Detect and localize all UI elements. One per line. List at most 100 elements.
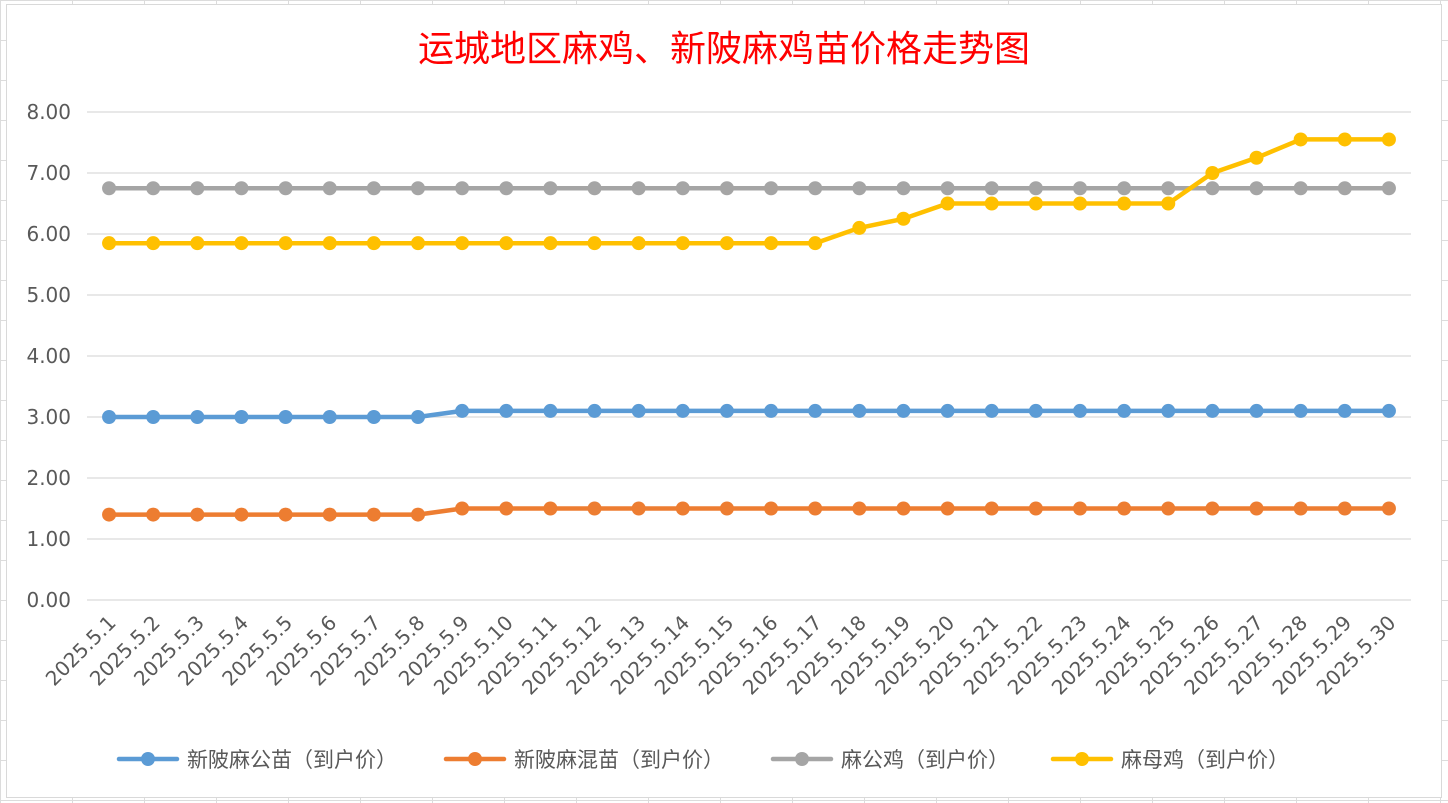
data-point[interactable] — [322, 236, 337, 251]
data-point[interactable] — [896, 403, 911, 418]
data-point[interactable] — [1293, 181, 1308, 196]
data-point[interactable] — [896, 211, 911, 226]
data-point[interactable] — [1337, 501, 1352, 516]
data-point[interactable] — [1381, 181, 1396, 196]
data-point[interactable] — [808, 181, 823, 196]
data-point[interactable] — [1249, 181, 1264, 196]
data-point[interactable] — [190, 410, 205, 424]
data-point[interactable] — [146, 507, 161, 522]
data-point[interactable] — [808, 236, 823, 251]
data-point[interactable] — [190, 236, 205, 251]
legend[interactable]: 新陂麻公苗（到户价） 新陂麻混苗（到户价） 麻公鸡（到户价） 麻母鸡（到户价） — [116, 748, 1289, 772]
data-point[interactable] — [1161, 501, 1176, 516]
data-point[interactable] — [411, 507, 425, 522]
data-point[interactable] — [1293, 403, 1308, 418]
data-point[interactable] — [1117, 501, 1132, 516]
data-point[interactable] — [631, 236, 646, 251]
data-point[interactable] — [984, 403, 999, 418]
data-point[interactable] — [278, 236, 293, 251]
data-point[interactable] — [278, 507, 293, 522]
data-point[interactable] — [852, 181, 867, 196]
data-point[interactable] — [764, 403, 779, 418]
data-point[interactable] — [411, 181, 425, 196]
data-point[interactable] — [455, 501, 470, 516]
data-point[interactable] — [102, 181, 117, 196]
data-point[interactable] — [764, 236, 779, 251]
data-point[interactable] — [1381, 132, 1396, 147]
data-point[interactable] — [102, 236, 117, 251]
data-point[interactable] — [1117, 196, 1132, 211]
data-point[interactable] — [719, 181, 734, 196]
data-point[interactable] — [278, 410, 293, 424]
legend-item[interactable]: 新陂麻混苗（到户价） — [443, 748, 724, 772]
data-point[interactable] — [1161, 403, 1176, 418]
data-point[interactable] — [587, 181, 602, 196]
data-point[interactable] — [764, 181, 779, 196]
data-point[interactable] — [719, 403, 734, 418]
data-point[interactable] — [1205, 403, 1220, 418]
data-point[interactable] — [940, 501, 955, 516]
data-point[interactable] — [455, 236, 470, 251]
data-point[interactable] — [587, 501, 602, 516]
data-point[interactable] — [543, 236, 558, 251]
data-point[interactable] — [1028, 501, 1043, 516]
data-point[interactable] — [278, 181, 293, 196]
chart-area[interactable]: 运城地区麻鸡、新陂麻鸡苗价格走势图 0.00 1.00 2.00 3.00 4.00 5.… — [6, 4, 1442, 798]
data-point[interactable] — [1205, 501, 1220, 516]
data-point[interactable] — [675, 403, 690, 418]
data-point[interactable] — [234, 410, 249, 424]
data-point[interactable] — [984, 181, 999, 196]
data-point[interactable] — [1073, 181, 1087, 196]
data-point[interactable] — [940, 181, 955, 196]
data-point[interactable] — [675, 236, 690, 251]
data-point[interactable] — [1073, 403, 1087, 418]
data-point[interactable] — [102, 410, 117, 424]
data-point[interactable] — [1381, 501, 1396, 516]
data-point[interactable] — [366, 181, 381, 196]
data-point[interactable] — [1249, 403, 1264, 418]
data-point[interactable] — [543, 501, 558, 516]
data-point[interactable] — [543, 403, 558, 418]
data-point[interactable] — [1028, 181, 1043, 196]
legend-item[interactable]: 新陂麻公苗（到户价） — [116, 748, 397, 772]
data-point[interactable] — [146, 181, 161, 196]
data-point[interactable] — [587, 403, 602, 418]
data-point[interactable] — [1028, 403, 1043, 418]
data-point[interactable] — [190, 507, 205, 522]
data-point[interactable] — [322, 181, 337, 196]
data-point[interactable] — [808, 501, 823, 516]
data-point[interactable] — [852, 501, 867, 516]
data-point[interactable] — [146, 410, 161, 424]
data-point[interactable] — [234, 181, 249, 196]
data-point[interactable] — [1249, 501, 1264, 516]
data-point[interactable] — [499, 501, 514, 516]
data-point[interactable] — [808, 403, 823, 418]
data-point[interactable] — [940, 196, 955, 211]
data-point[interactable] — [984, 196, 999, 211]
data-point[interactable] — [1161, 181, 1176, 196]
data-point[interactable] — [234, 236, 249, 251]
data-point[interactable] — [1117, 181, 1132, 196]
data-point[interactable] — [322, 507, 337, 522]
data-point[interactable] — [1073, 501, 1087, 516]
data-point[interactable] — [1073, 196, 1087, 211]
data-point[interactable] — [719, 501, 734, 516]
data-point[interactable] — [1161, 196, 1176, 211]
data-point[interactable] — [322, 410, 337, 424]
data-point[interactable] — [366, 236, 381, 251]
legend-item[interactable]: 麻母鸡（到户价） — [1050, 748, 1289, 772]
data-point[interactable] — [675, 501, 690, 516]
data-point[interactable] — [1337, 403, 1352, 418]
data-point[interactable] — [764, 501, 779, 516]
data-point[interactable] — [455, 181, 470, 196]
data-point[interactable] — [146, 236, 161, 251]
data-point[interactable] — [543, 181, 558, 196]
data-point[interactable] — [1337, 132, 1352, 147]
data-point[interactable] — [719, 236, 734, 251]
data-point[interactable] — [631, 181, 646, 196]
data-point[interactable] — [1381, 403, 1396, 418]
data-point[interactable] — [852, 220, 867, 235]
data-point[interactable] — [984, 501, 999, 516]
data-point[interactable] — [411, 236, 425, 251]
data-point[interactable] — [1249, 150, 1264, 165]
